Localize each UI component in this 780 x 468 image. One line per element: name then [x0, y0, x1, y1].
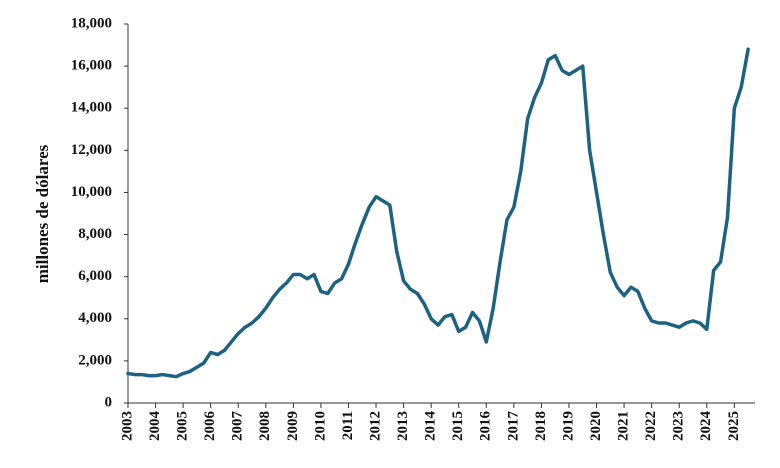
- y-tick-label: 10,000: [71, 184, 112, 200]
- x-tick-label: 2004: [147, 411, 163, 442]
- line-series: [126, 47, 750, 379]
- x-tick-label: 2019: [560, 411, 576, 441]
- y-tick-label: 4,000: [78, 310, 112, 326]
- x-tick-label: 2023: [671, 411, 687, 441]
- y-tick-label: 8,000: [78, 226, 112, 242]
- y-tick-label: 0: [105, 394, 113, 410]
- x-tick-label: 2017: [505, 411, 521, 442]
- y-axis-label: millones de dólares: [33, 144, 52, 283]
- x-tick-label: 2005: [175, 411, 191, 441]
- y-tick-label: 18,000: [71, 15, 112, 31]
- y-tick-label: 2,000: [78, 352, 112, 368]
- x-tick-label: 2021: [616, 411, 632, 441]
- x-tick-label: 2025: [726, 411, 742, 441]
- x-tick-label: 2006: [202, 411, 218, 442]
- y-tick-label: 12,000: [71, 142, 112, 158]
- y-tick-label: 16,000: [71, 58, 112, 74]
- x-tick-label: 2010: [312, 411, 328, 441]
- x-tick-label: 2003: [119, 411, 135, 441]
- y-tick-label: 6,000: [78, 268, 112, 284]
- x-tick-label: 2009: [285, 411, 301, 441]
- x-tick-label: 2007: [230, 411, 246, 442]
- x-tick-label: 2011: [340, 411, 356, 440]
- x-tick-label: 2012: [367, 411, 383, 441]
- x-tick-label: 2022: [643, 411, 659, 441]
- x-tick-label: 2016: [478, 411, 494, 442]
- x-tick-label: 2014: [423, 411, 439, 442]
- x-tick-label: 2015: [450, 411, 466, 441]
- y-tick-label: 14,000: [71, 100, 112, 116]
- x-tick-label: 2013: [395, 411, 411, 441]
- x-tick-label: 2008: [257, 411, 273, 441]
- x-tick-label: 2018: [533, 411, 549, 441]
- x-tick-label: 2020: [588, 411, 604, 441]
- x-tick-label: 2024: [698, 411, 714, 442]
